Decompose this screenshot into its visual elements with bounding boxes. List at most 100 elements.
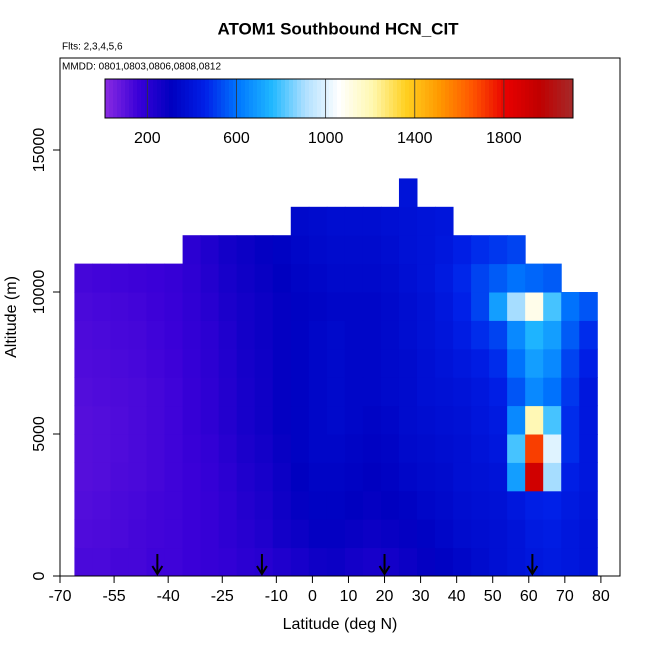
colorbar-segment	[105, 79, 110, 118]
heat-cell	[164, 263, 184, 293]
heat-cell	[344, 348, 364, 378]
colorbar-segment	[269, 79, 274, 118]
heat-cell	[471, 235, 490, 265]
heat-cell	[453, 292, 472, 321]
heat-cell	[489, 320, 508, 350]
heat-cell	[344, 235, 364, 265]
heat-cell	[308, 490, 328, 520]
heat-cell	[416, 377, 436, 407]
colorbar-segment	[209, 79, 214, 118]
heat-cell	[236, 405, 256, 435]
heat-cell	[272, 320, 292, 350]
colorbar-segment	[201, 79, 206, 118]
heat-cell	[398, 206, 418, 236]
heat-cell	[200, 519, 220, 549]
colorbar-segment	[233, 79, 238, 118]
heat-cell	[453, 490, 472, 520]
heat-cell	[236, 263, 256, 293]
heat-cell	[489, 490, 508, 520]
heat-cell	[543, 490, 562, 520]
x-tick-label: 50	[484, 588, 502, 605]
heat-cell	[507, 377, 526, 407]
colorbar-segment	[461, 79, 466, 118]
heat-cell	[200, 320, 220, 350]
heat-cell	[128, 490, 148, 520]
heat-cell	[435, 320, 454, 350]
heat-cell	[507, 292, 526, 321]
colorbar-tick-label: 1800	[486, 130, 522, 147]
heat-cell	[272, 292, 292, 321]
colorbar-segment	[493, 79, 498, 118]
x-tick-label: -10	[265, 588, 288, 605]
heat-cell	[218, 377, 238, 407]
heat-cell	[218, 490, 238, 520]
heat-cell	[489, 377, 508, 407]
heat-cell	[471, 405, 490, 435]
colorbar-segment	[545, 79, 550, 118]
heat-cell	[92, 320, 111, 350]
colorbar-segment	[409, 79, 414, 118]
heat-cell	[92, 405, 111, 435]
heat-cell	[362, 462, 382, 492]
heat-cell	[362, 547, 382, 577]
heat-cell	[74, 405, 93, 435]
heat-cell	[290, 490, 310, 520]
heat-cell	[92, 434, 111, 463]
colorbar-segment	[449, 79, 454, 118]
heat-cell	[471, 519, 490, 549]
heat-cell	[435, 348, 454, 378]
heat-cell	[182, 263, 202, 293]
colorbar-tick-label: 200	[134, 130, 161, 147]
heat-cell	[507, 462, 526, 492]
heat-cell	[236, 490, 256, 520]
colorbar-segment	[197, 79, 202, 118]
heat-cell	[218, 405, 238, 435]
heat-cell	[453, 235, 472, 265]
colorbar-segment	[441, 79, 446, 118]
colorbar-segment	[121, 79, 126, 118]
heat-cell	[200, 263, 220, 293]
heat-cell	[453, 320, 472, 350]
heat-cell	[525, 377, 544, 407]
heat-cell	[326, 547, 346, 577]
heat-cell	[435, 519, 454, 549]
heat-cell	[380, 235, 400, 265]
arrow-head	[378, 565, 391, 576]
colorbar-segment	[125, 79, 130, 118]
colorbar-segment	[481, 79, 486, 118]
colorbar-segment	[385, 79, 390, 118]
heat-cell	[218, 235, 238, 265]
heat-cell	[326, 519, 346, 549]
heat-cell	[254, 348, 274, 378]
heat-cell	[579, 434, 598, 463]
heat-cell	[74, 320, 93, 350]
heat-cell	[471, 490, 490, 520]
heat-cell	[525, 490, 544, 520]
heat-cell	[182, 292, 202, 321]
heat-cell	[561, 519, 580, 549]
heat-cell	[182, 320, 202, 350]
colorbar-segment	[401, 79, 406, 118]
heat-cell	[236, 320, 256, 350]
heat-cell	[561, 292, 580, 321]
heat-cell	[435, 490, 454, 520]
heat-cell	[362, 490, 382, 520]
heat-cell	[290, 320, 310, 350]
x-tick-label: 80	[592, 588, 610, 605]
colorbar-segment	[569, 79, 574, 118]
heat-cell	[326, 292, 346, 321]
colorbar-segment	[537, 79, 542, 118]
heat-cell	[254, 490, 274, 520]
heat-cell	[525, 462, 544, 492]
heat-cell	[182, 377, 202, 407]
heat-cell	[146, 348, 166, 378]
heat-cell	[92, 519, 111, 549]
heat-cell	[507, 263, 526, 293]
heat-cell	[92, 292, 111, 321]
colorbar-segment	[365, 79, 370, 118]
heat-cell	[489, 462, 508, 492]
heat-cell	[380, 462, 400, 492]
heat-cell	[489, 405, 508, 435]
heat-cell	[489, 235, 508, 265]
heat-cell	[398, 320, 418, 350]
